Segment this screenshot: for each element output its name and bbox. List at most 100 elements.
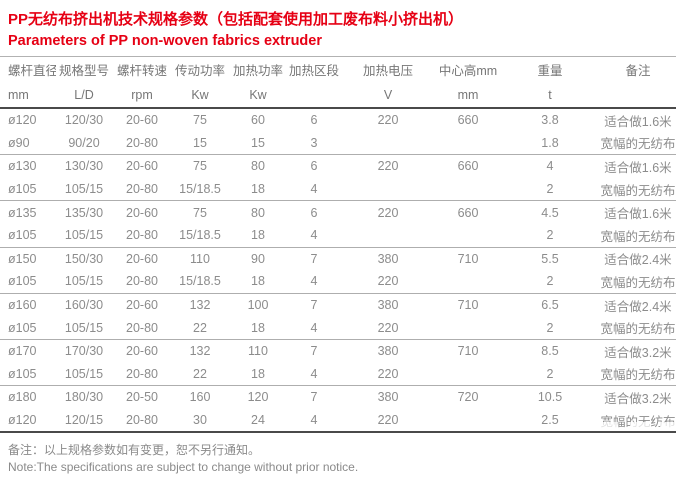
table-cell: 20-50 — [126, 390, 158, 405]
table-cell: 22 — [172, 362, 228, 387]
footer-notes: 备注：以上规格参数如有变更，恕不另行通知。 Note:The specifica… — [0, 433, 676, 476]
table-cell: 380 — [377, 298, 399, 313]
table-cell: ø120 — [0, 408, 56, 434]
table-row: ø150 150/30 20-60 110 90 7 380 710 5.5 适合做2.4米 — [0, 247, 676, 270]
table-row: ø160 160/30 20-60 132 100 7 380 710 6.5 适合做2.4米 — [0, 293, 676, 316]
table-cell: 90 — [251, 251, 265, 266]
table-cell: 710 — [457, 344, 479, 359]
table-cell: ø180 — [8, 390, 37, 405]
table-cell: 20-60 — [126, 159, 158, 174]
note-en: Note:The specifications are subject to c… — [8, 460, 359, 475]
table-cell: 710 — [457, 251, 479, 266]
table-cell: ø105 — [0, 177, 56, 202]
table-cell: 75 — [193, 205, 207, 220]
unit-cell: mm — [436, 82, 500, 109]
header-cell: 加热功率 — [232, 64, 283, 78]
table-cell: 110 — [248, 344, 268, 359]
table-cell: 120/30 — [64, 113, 104, 128]
header-label-row: 螺杆直径 规格型号 螺杆转速 传动功率 加热功率 加热区段 加热电压 中心高mm 重量 备注 — [0, 57, 676, 83]
table-cell: 20-60 — [126, 205, 158, 220]
table-cell: 6 — [310, 205, 318, 220]
table-cell: 宽幅的无纺布 — [600, 131, 676, 156]
unit-cell — [288, 82, 340, 109]
table-cell: ø105 — [0, 270, 56, 294]
table-row: ø105 105/15 20-80 15/18.5 18 4 2 宽幅的无纺布 — [0, 223, 676, 248]
table-cell: 24 — [228, 408, 288, 434]
table-cell: 15 — [228, 131, 288, 156]
table-cell: 180/30 — [64, 390, 104, 405]
table-row: ø170 170/30 20-60 132 110 7 380 710 8.5 适合做3.2米 — [0, 339, 676, 362]
table-header: 螺杆直径 规格型号 螺杆转速 传动功率 加热功率 加热区段 加热电压 中心高mm 重量 备注 mm… — [0, 57, 676, 109]
table-cell: 18 — [228, 270, 288, 294]
header-cell: 传动功率 — [174, 64, 225, 78]
table-cell: 60 — [251, 113, 265, 128]
table-cell: 105/15 — [56, 223, 112, 248]
table-cell: 宽幅的无纺布 — [600, 177, 676, 202]
table-cell: 135/30 — [64, 205, 104, 220]
table-cell: 105/15 — [56, 316, 112, 340]
unit-cell: mm — [0, 82, 56, 109]
table-row: ø105 105/15 20-80 22 18 4 220 2 宽幅的无纺布 — [0, 316, 676, 340]
table-cell: 4 — [288, 316, 340, 340]
table-cell: 220 — [340, 408, 436, 434]
table-cell: 18 — [228, 177, 288, 202]
table-cell: 160/30 — [64, 298, 104, 313]
table-cell: 660 — [457, 205, 479, 220]
table-cell: 宽幅的无纺布 — [600, 316, 676, 340]
table-cell: 15/18.5 — [172, 223, 228, 248]
table-cell: 20-80 — [112, 270, 172, 294]
table-cell: 20-60 — [126, 344, 158, 359]
table-cell: 适合做1.6米 — [604, 114, 672, 129]
table-cell: 10.5 — [537, 390, 563, 405]
table-cell: 2 — [500, 316, 600, 340]
page-title-en: Parameters of PP non-woven fabrics extru… — [8, 33, 323, 49]
table-cell: 1.8 — [500, 131, 600, 156]
table-cell: 220 — [340, 362, 436, 387]
table-cell: 220 — [377, 113, 399, 128]
table-cell: 20-80 — [112, 316, 172, 340]
unit-cell: Kw — [172, 82, 228, 109]
table-cell: ø105 — [0, 316, 56, 340]
table-cell: 220 — [377, 159, 399, 174]
page-title-zh: PP无纺布挤出机技术规格参数（包括配套使用加工废布料小挤出机） — [8, 11, 464, 28]
header-cell: 加热电压 — [362, 64, 413, 78]
table-cell: 适合做3.2米 — [604, 391, 672, 406]
table-cell: 120 — [247, 390, 269, 405]
table-cell: 4 — [288, 223, 340, 248]
table-cell: ø90 — [0, 131, 56, 156]
spec-table: 螺杆直径 规格型号 螺杆转速 传动功率 加热功率 加热区段 加热电压 中心高mm 重量 备注 mm… — [0, 56, 676, 434]
table-cell: 2 — [500, 223, 600, 248]
table-cell — [436, 408, 500, 434]
table-cell: ø105 — [0, 223, 56, 248]
table-cell: 132 — [189, 298, 211, 313]
header-cell: 螺杆直径 — [8, 64, 56, 78]
table-row: ø105 105/15 20-80 15/18.5 18 4 2 宽幅的无纺布 — [0, 177, 676, 202]
table-cell — [436, 270, 500, 294]
table-cell: 15/18.5 — [172, 177, 228, 202]
table-cell: 适合做1.6米 — [604, 160, 672, 175]
table-cell: 100 — [247, 298, 269, 313]
table-cell: 80 — [251, 159, 265, 174]
table-cell: 4 — [288, 270, 340, 294]
table-cell: 20-80 — [112, 223, 172, 248]
table-cell: 720 — [457, 390, 479, 405]
table-cell: ø160 — [8, 298, 37, 313]
table-cell: 6 — [310, 113, 318, 128]
table-cell: 2.5 — [500, 408, 600, 434]
table-cell: ø170 — [8, 344, 37, 359]
unit-cell: t — [500, 82, 600, 109]
table-cell: 105/15 — [56, 362, 112, 387]
table-cell: 7 — [310, 298, 318, 313]
table-cell: 宽幅的无纺布 — [600, 362, 676, 387]
table-cell: 20-60 — [126, 298, 158, 313]
table-cell: 20-80 — [112, 131, 172, 156]
table-cell: 4 — [288, 362, 340, 387]
table-cell: 宽幅的无纺布 — [600, 270, 676, 294]
table-row: ø130 130/30 20-60 75 80 6 220 660 4 适合做1.6米 — [0, 155, 676, 178]
table-row: ø180 180/30 20-50 160 120 7 380 720 10.5 适合做3.2米 — [0, 386, 676, 409]
table-cell — [340, 177, 436, 202]
unit-cell: V — [340, 82, 436, 109]
unit-cell: Kw — [228, 82, 288, 109]
